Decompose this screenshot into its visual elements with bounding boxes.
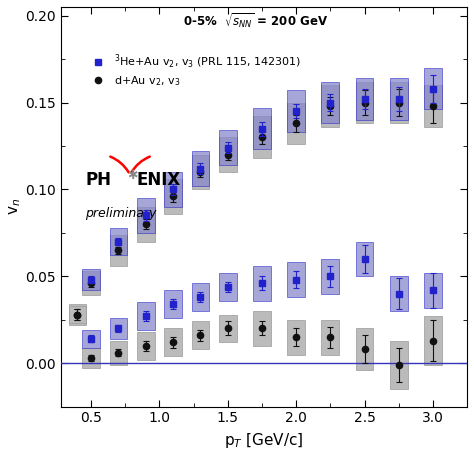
Bar xyxy=(390,82,408,123)
Bar xyxy=(164,179,182,214)
Bar xyxy=(69,304,86,325)
Bar xyxy=(219,273,237,301)
Bar xyxy=(82,348,100,368)
Bar xyxy=(253,108,271,149)
Bar xyxy=(191,154,210,189)
Bar xyxy=(164,172,182,207)
Bar xyxy=(137,332,155,360)
Legend: $^3$He+Au v$_2$, v$_3$ (PRL 115, 142301), d+Au v$_2$, v$_3$: $^3$He+Au v$_2$, v$_3$ (PRL 115, 142301)… xyxy=(83,48,306,92)
Bar xyxy=(287,320,305,355)
Bar xyxy=(109,228,128,255)
Bar xyxy=(137,207,155,242)
Bar xyxy=(287,102,305,144)
Bar xyxy=(219,137,237,172)
Bar xyxy=(424,85,442,127)
Bar xyxy=(390,78,408,120)
Bar xyxy=(191,283,210,311)
Bar xyxy=(82,271,100,295)
Bar xyxy=(109,318,128,339)
Bar xyxy=(321,82,339,123)
Bar xyxy=(82,269,100,290)
Bar xyxy=(109,340,128,365)
Bar xyxy=(253,266,271,301)
Bar xyxy=(109,234,128,266)
Bar xyxy=(356,329,374,370)
Text: PH: PH xyxy=(85,171,111,189)
Bar xyxy=(137,198,155,233)
Bar xyxy=(191,321,210,349)
Bar xyxy=(164,290,182,318)
Text: 0-5%  $\sqrt{s_{NN}}$ = 200 GeV: 0-5% $\sqrt{s_{NN}}$ = 200 GeV xyxy=(183,11,328,30)
Bar xyxy=(82,330,100,348)
Bar xyxy=(253,117,271,158)
X-axis label: p$_{T}$ [GeV/c]: p$_{T}$ [GeV/c] xyxy=(224,431,304,450)
Text: preliminary: preliminary xyxy=(85,207,157,220)
Bar xyxy=(424,68,442,110)
Bar xyxy=(287,90,305,132)
Bar xyxy=(287,262,305,297)
Bar xyxy=(191,151,210,186)
Bar xyxy=(253,311,271,346)
Bar xyxy=(356,78,374,120)
Bar xyxy=(219,130,237,165)
Bar xyxy=(69,306,86,323)
Text: ✱: ✱ xyxy=(127,169,137,182)
Bar xyxy=(321,259,339,294)
Bar xyxy=(164,329,182,356)
Bar xyxy=(137,303,155,330)
Y-axis label: v$_{n}$: v$_{n}$ xyxy=(7,198,23,215)
Text: ENIX: ENIX xyxy=(136,171,181,189)
Bar xyxy=(424,273,442,308)
Bar xyxy=(390,276,408,311)
Bar xyxy=(219,314,237,342)
Bar xyxy=(321,85,339,127)
Bar xyxy=(321,320,339,355)
Bar xyxy=(390,340,408,389)
Bar xyxy=(356,242,374,276)
Bar xyxy=(356,82,374,123)
Bar xyxy=(424,316,442,365)
